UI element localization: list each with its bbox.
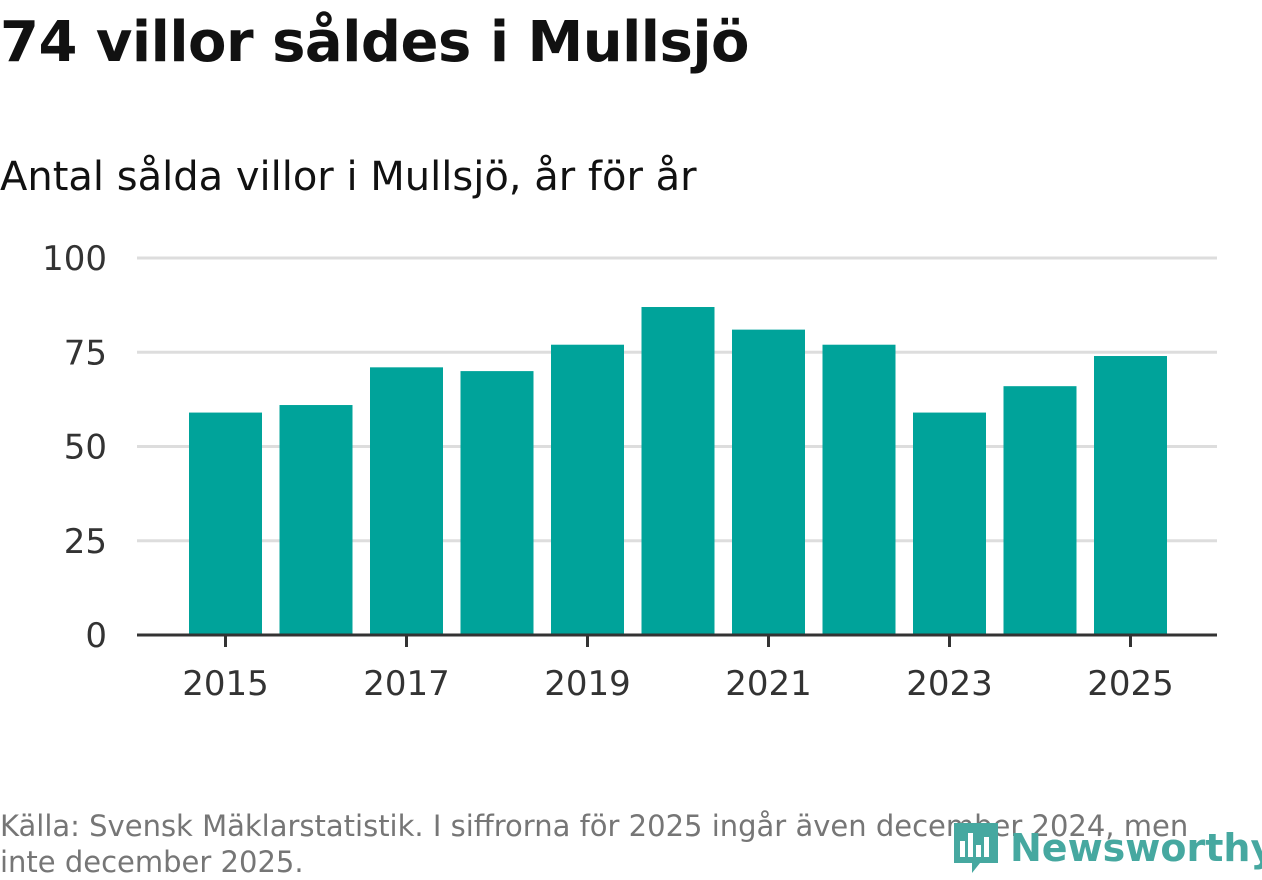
x-tick-label: 2017 <box>363 664 450 704</box>
x-tick-label: 2019 <box>544 664 631 704</box>
chart-title: 74 villor såldes i Mullsjö <box>0 10 750 75</box>
y-tick-label: 100 <box>42 239 107 279</box>
y-axis-ticks: 0 25 50 75 100 <box>42 239 107 656</box>
y-tick-label: 25 <box>64 522 107 562</box>
x-axis-ticks: 2015 2017 2019 2021 2023 2025 <box>182 635 1174 704</box>
bar-2023 <box>913 412 986 635</box>
bar-2016 <box>279 405 353 635</box>
bar-2022 <box>822 344 896 635</box>
x-tick-label: 2025 <box>1087 664 1174 704</box>
newsworthy-logo[interactable]: Newsworthy <box>950 818 1262 878</box>
bar-2021 <box>732 329 805 635</box>
bar-2019 <box>551 344 624 635</box>
x-tick-label: 2015 <box>182 664 269 704</box>
bars <box>189 307 1167 635</box>
x-tick-label: 2021 <box>725 664 812 704</box>
y-tick-label: 50 <box>64 428 107 468</box>
bar-2025 <box>1094 356 1167 635</box>
newsworthy-logo-icon <box>954 823 998 873</box>
bar-2017 <box>370 367 443 635</box>
bar-2024 <box>1003 386 1077 635</box>
chart-subtitle: Antal sålda villor i Mullsjö, år för år <box>0 154 697 200</box>
logo-text: Newsworthy <box>1010 826 1262 870</box>
bar-2018 <box>460 371 534 635</box>
bar-2020 <box>641 307 715 635</box>
bar-2015 <box>189 412 262 635</box>
y-tick-label: 0 <box>85 616 107 656</box>
y-tick-label: 75 <box>64 333 107 373</box>
x-tick-label: 2023 <box>906 664 993 704</box>
